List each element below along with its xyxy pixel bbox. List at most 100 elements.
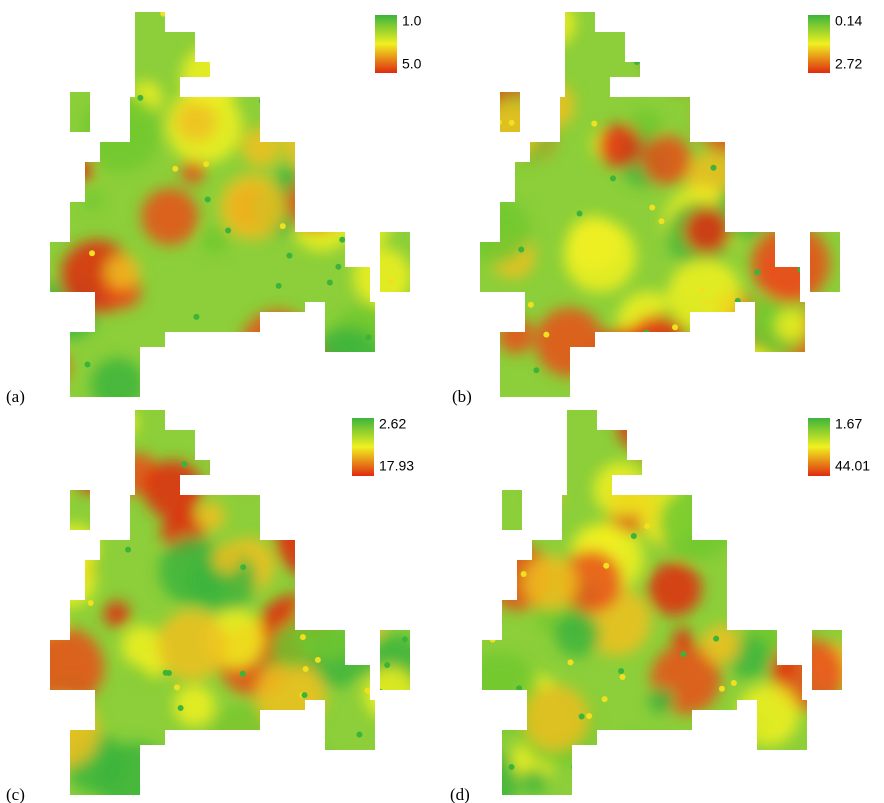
map-blob: [230, 386, 304, 460]
map-blob: [694, 0, 756, 61]
map-spot: [620, 674, 626, 680]
map-blob: [721, 346, 775, 400]
map-spot: [286, 253, 292, 259]
map-blob: [121, 626, 162, 667]
map-spot: [300, 634, 306, 640]
map-blob: [353, 248, 412, 307]
map-spot: [577, 211, 583, 217]
legend-top: 0.14: [835, 13, 862, 29]
map-spot: [289, 719, 295, 725]
map-spot: [172, 166, 178, 172]
map-blob: [159, 537, 227, 605]
map-blob: [309, 327, 384, 402]
map-blob: [300, 347, 322, 369]
map-spot: [388, 278, 394, 284]
map-spot: [693, 475, 699, 481]
map-spot: [315, 657, 321, 663]
map-blob: [669, 734, 739, 803]
map-spot: [553, 35, 559, 41]
legend-bar: [375, 15, 397, 73]
map-spot: [327, 279, 333, 285]
map-spot: [377, 689, 383, 695]
map-blob: [293, 197, 333, 237]
map-spot: [836, 217, 842, 223]
legend-bar: [808, 418, 830, 476]
map-panel: [459, 0, 868, 414]
map-spot: [204, 338, 210, 344]
map-spot: [773, 579, 779, 585]
legend-top: 1.67: [835, 416, 862, 432]
map-blob: [82, 92, 161, 171]
map-blob: [487, 16, 513, 42]
map-spot: [618, 668, 624, 674]
legend-bottom: 17.93: [379, 458, 414, 474]
map-spot: [195, 786, 201, 792]
map-blob: [659, 486, 733, 560]
map-spot: [88, 600, 94, 606]
map-spot: [586, 713, 592, 719]
map-spot: [170, 349, 176, 355]
map-spot: [634, 59, 640, 65]
maps: [25, 0, 874, 803]
map-blob: [638, 404, 686, 452]
legend-bottom: 5.0: [402, 56, 422, 72]
map-spot: [732, 313, 738, 319]
map-blob: [564, 220, 636, 292]
map-blob: [63, 154, 92, 183]
map-spot: [713, 103, 719, 109]
map-blob: [256, 661, 326, 731]
map-spot: [356, 731, 362, 737]
legend-top: 1.0: [402, 13, 422, 29]
map-spot: [680, 651, 686, 657]
map-spot: [715, 48, 721, 54]
map-spot: [181, 461, 187, 467]
map-spot: [728, 171, 734, 177]
map-spot: [163, 670, 169, 676]
map-spot: [644, 523, 650, 529]
map-spot: [567, 659, 573, 665]
map-blob: [803, 471, 874, 542]
map-blob: [271, 2, 332, 63]
map-blob: [175, 100, 217, 142]
map-blob: [276, 505, 347, 576]
map-spot: [711, 510, 717, 516]
panel-label: (b): [452, 387, 472, 406]
map-blob: [147, 752, 211, 803]
map-spot: [591, 121, 597, 127]
map-blob: [738, 443, 813, 518]
map-spot: [262, 48, 268, 54]
map-blob: [349, 207, 390, 248]
map-blob: [241, 127, 281, 167]
map-blob: [216, 11, 243, 38]
map-blob: [275, 165, 300, 190]
map-spot: [717, 94, 723, 100]
map-blob: [740, 457, 795, 512]
map-blob: [524, 555, 579, 610]
map-spot: [551, 513, 557, 519]
map-spot: [700, 287, 706, 293]
map-spot: [274, 322, 280, 328]
map-blob: [283, 477, 303, 497]
map-blob: [180, 475, 200, 495]
map-blob: [527, 0, 575, 48]
map-blob: [262, 746, 335, 803]
map-blob: [699, 410, 773, 484]
map-spot: [610, 175, 616, 181]
map-blob: [157, 610, 227, 680]
map-blob: [701, 625, 740, 664]
map-blob: [740, 158, 808, 226]
legend-bottom: 2.72: [835, 56, 862, 72]
map-spot: [398, 147, 404, 153]
map-spot: [108, 39, 114, 45]
map-spot: [509, 32, 515, 38]
map-blob: [641, 135, 691, 185]
map-spot: [259, 98, 265, 104]
map-spot: [571, 764, 577, 770]
map-blob: [337, 125, 366, 154]
map-spot: [774, 360, 780, 366]
map-spot: [774, 444, 780, 450]
legend-bar: [808, 15, 830, 73]
map-spot: [521, 571, 527, 577]
map-blob: [196, 502, 225, 531]
map-spot: [672, 324, 678, 330]
